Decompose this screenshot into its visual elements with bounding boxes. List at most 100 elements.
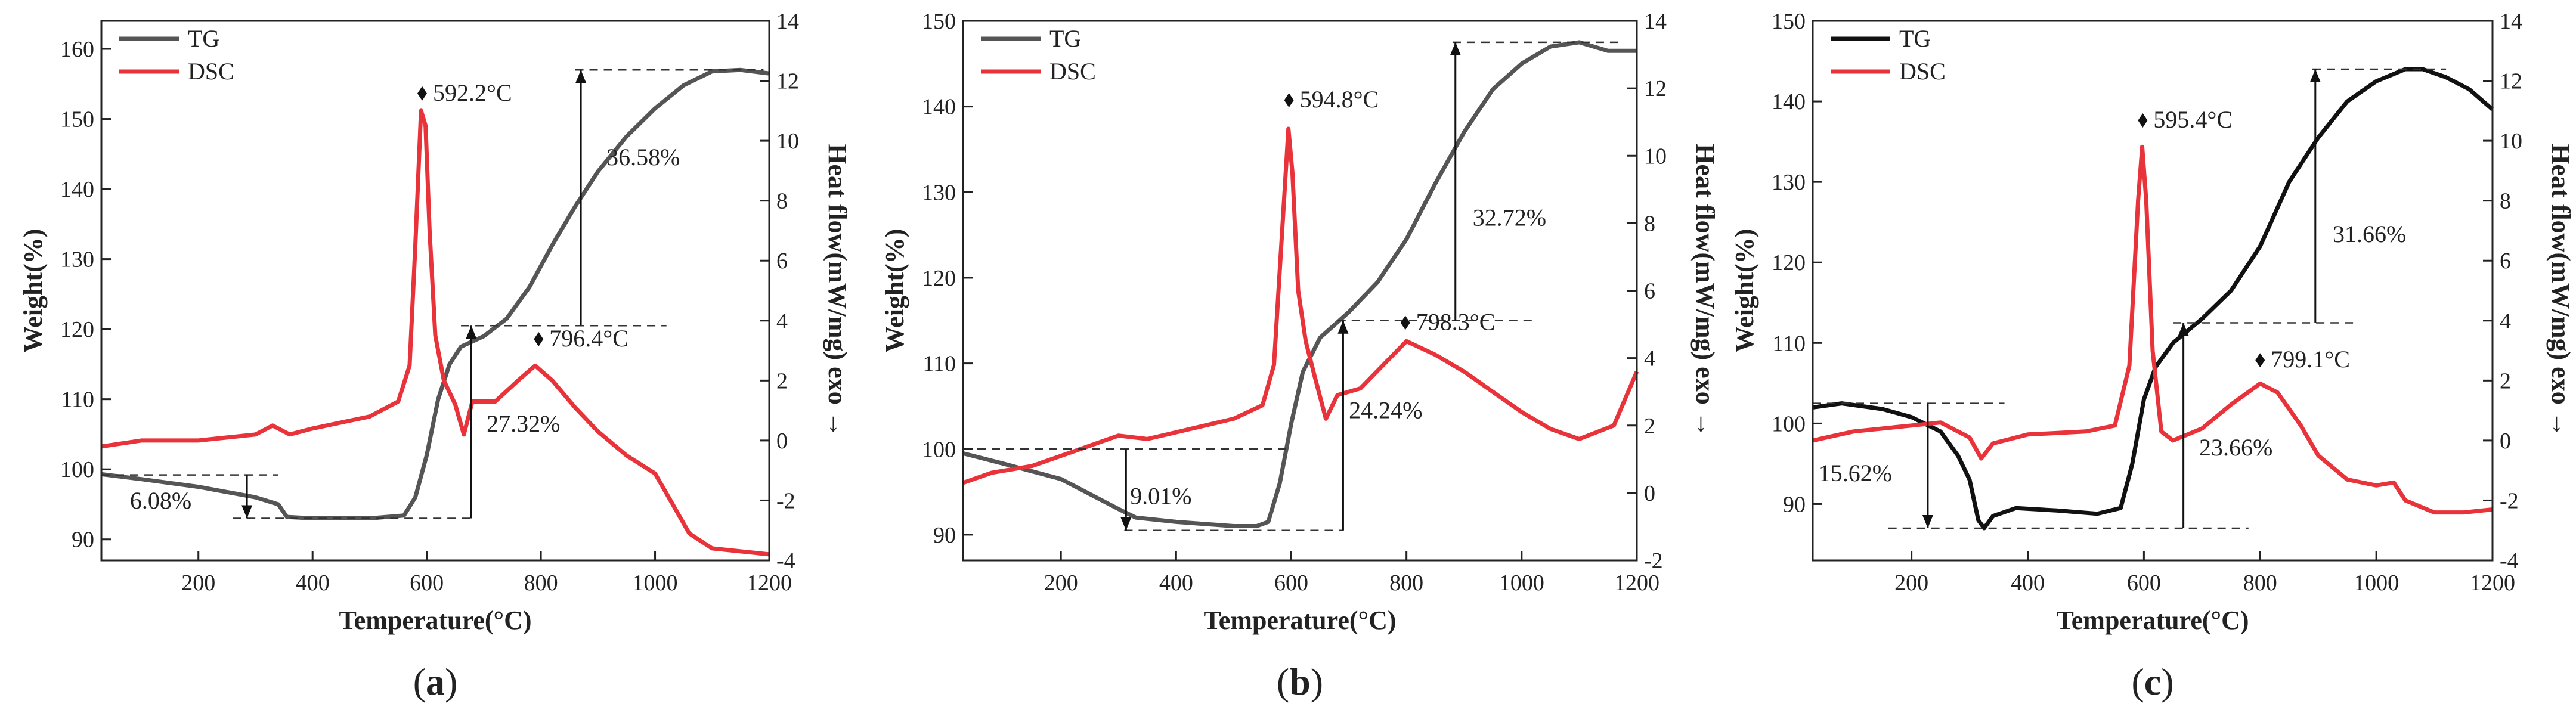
y-tick-label: 130 [922, 180, 956, 205]
y2-tick-label: 0 [776, 429, 788, 454]
y-tick-label: 100 [60, 457, 94, 482]
series-line-tg [962, 40, 1637, 528]
y2-tick-label: 12 [776, 69, 799, 94]
x-tick-label: 1000 [2354, 571, 2399, 596]
mass-change-label: 9.01% [1130, 482, 1191, 509]
y2-axis-title: Heat flow(mW/mg) exo → [1690, 144, 1720, 437]
mass-change-label: 31.66% [2333, 221, 2406, 247]
legend-label-dsc: DSC [1049, 58, 1096, 85]
y-tick-label: 110 [61, 388, 94, 413]
x-tick-label: 1200 [1614, 571, 1659, 596]
y-axis-title: Weight(%) [880, 229, 909, 353]
peak-marker-diamond [2255, 353, 2265, 368]
peak-temperature-label: 595.4°C [2153, 106, 2233, 133]
legend-label-dsc: DSC [188, 58, 234, 85]
x-tick-label: 600 [410, 571, 444, 596]
y2-tick-label: 2 [1644, 414, 1655, 439]
y2-tick-label: 6 [776, 249, 788, 274]
y2-tick-label: 14 [1644, 9, 1667, 34]
y2-tick-label: 8 [2500, 189, 2511, 214]
x-axis-title: Temperature(°C) [2056, 606, 2249, 635]
y2-tick-label: 4 [1644, 346, 1655, 371]
series-line-dsc [962, 126, 1639, 485]
panel-label: (b) [1277, 661, 1323, 703]
mass-change-label: 6.08% [130, 487, 191, 514]
y-tick-label: 150 [922, 9, 956, 34]
peak-marker-diamond [534, 332, 544, 347]
chart-panel-a: 200 400 600 800 1000 120090100110120130140150… [18, 9, 852, 703]
legend-label-tg: TG [1049, 25, 1081, 52]
x-tick-label: 1200 [747, 571, 792, 596]
y2-tick-label: 0 [1644, 481, 1655, 506]
plot-frame [100, 20, 770, 562]
mass-change-label: 15.62% [1819, 460, 1892, 486]
series-line-tg [101, 67, 770, 520]
y2-tick-label: 10 [2500, 129, 2522, 154]
y-tick-label: 150 [60, 107, 94, 132]
y2-tick-label: 14 [2500, 9, 2522, 34]
mass-change-label: 24.24% [1349, 397, 1422, 424]
mass-change-label: 27.32% [487, 410, 560, 437]
peak-temperature-label: 796.4°C [549, 325, 628, 352]
mass-change-label: 36.58% [606, 144, 680, 170]
x-tick-label: 400 [296, 571, 330, 596]
y2-tick-label: -2 [1644, 548, 1663, 574]
y-tick-label: 150 [1772, 9, 1806, 34]
peak-marker-diamond [1400, 315, 1410, 330]
peak-temperature-label: 799.1°C [2271, 346, 2350, 373]
mass-change-label: 23.66% [2199, 434, 2272, 461]
series-line-dsc [101, 108, 770, 557]
x-tick-label: 800 [1389, 571, 1423, 596]
y2-tick-label: 8 [1644, 211, 1655, 236]
y2-tick-label: 10 [776, 129, 799, 154]
y2-tick-label: 12 [2500, 69, 2522, 94]
measure-arrow-head [575, 70, 587, 83]
x-tick-label: 1000 [633, 571, 678, 596]
y-tick-label: 140 [1772, 89, 1806, 114]
y2-tick-label: 10 [1644, 144, 1667, 169]
y2-tick-label: 6 [1644, 279, 1655, 304]
x-tick-label: 800 [2243, 571, 2277, 596]
y-tick-label: 110 [1772, 331, 1806, 356]
y-tick-label: 90 [1783, 492, 1806, 517]
measure-arrow-head [466, 326, 477, 339]
measure-arrow-head [1922, 514, 1933, 528]
y2-tick-label: 12 [1644, 76, 1667, 101]
x-axis-title: Temperature(°C) [1203, 606, 1396, 635]
y-tick-label: 100 [1772, 411, 1806, 436]
x-tick-label: 200 [181, 571, 215, 596]
y-tick-label: 120 [60, 317, 94, 342]
panel-label: (c) [2131, 661, 2174, 703]
plot-frame [1812, 20, 2494, 562]
y-tick-label: 160 [60, 37, 94, 62]
legend-label-dsc: DSC [1899, 58, 1946, 85]
legend-label-tg: TG [1899, 25, 1931, 52]
y2-axis-title: Heat flow(mW/mg) exo → [2546, 144, 2575, 437]
y-tick-label: 90 [933, 523, 956, 548]
x-tick-label: 600 [2127, 571, 2161, 596]
x-tick-label: 200 [1894, 571, 1928, 596]
y2-tick-label: 4 [2500, 309, 2511, 334]
y-tick-label: 120 [922, 266, 956, 291]
x-tick-label: 200 [1044, 571, 1078, 596]
y-tick-label: 130 [60, 247, 94, 272]
y2-tick-label: 14 [776, 9, 799, 34]
x-tick-label: 600 [1274, 571, 1308, 596]
y2-tick-label: -4 [2500, 548, 2519, 574]
series-line-tg [1812, 67, 2494, 531]
x-tick-label: 1200 [2470, 571, 2515, 596]
measure-arrow-head [242, 505, 253, 519]
y-axis-title: Weight(%) [1730, 229, 1759, 353]
y-tick-label: 140 [922, 95, 956, 120]
y-tick-label: 100 [922, 437, 956, 462]
series-line-dsc [1812, 144, 2493, 515]
y-tick-label: 90 [72, 528, 94, 553]
y2-axis-title: Heat flow(mW/mg) exo → [823, 144, 852, 437]
peak-temperature-label: 798.3°C [1416, 308, 1496, 335]
peak-temperature-label: 592.2°C [433, 79, 512, 106]
y2-tick-label: 6 [2500, 249, 2511, 274]
x-tick-label: 400 [2011, 571, 2045, 596]
measure-arrow-head [2178, 323, 2189, 336]
y2-tick-label: -2 [2500, 488, 2519, 513]
y2-tick-label: 4 [776, 309, 788, 334]
